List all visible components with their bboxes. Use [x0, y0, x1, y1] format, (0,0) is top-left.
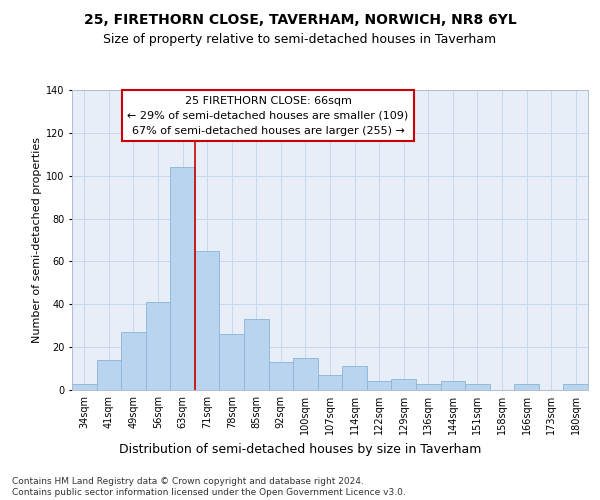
Bar: [563, 384, 588, 390]
Bar: [391, 380, 416, 390]
Text: 25 FIRETHORN CLOSE: 66sqm
← 29% of semi-detached houses are smaller (109)
67% of: 25 FIRETHORN CLOSE: 66sqm ← 29% of semi-…: [127, 96, 409, 136]
Bar: [514, 384, 539, 390]
Text: 25, FIRETHORN CLOSE, TAVERHAM, NORWICH, NR8 6YL: 25, FIRETHORN CLOSE, TAVERHAM, NORWICH, …: [83, 12, 517, 26]
Y-axis label: Number of semi-detached properties: Number of semi-detached properties: [32, 137, 41, 343]
Bar: [220, 334, 244, 390]
Bar: [293, 358, 318, 390]
Bar: [342, 366, 367, 390]
Bar: [318, 375, 342, 390]
Bar: [121, 332, 146, 390]
Text: Size of property relative to semi-detached houses in Taverham: Size of property relative to semi-detach…: [103, 32, 497, 46]
Text: Distribution of semi-detached houses by size in Taverham: Distribution of semi-detached houses by …: [119, 442, 481, 456]
Bar: [146, 302, 170, 390]
Bar: [244, 320, 269, 390]
Bar: [97, 360, 121, 390]
Bar: [72, 384, 97, 390]
Text: Contains HM Land Registry data © Crown copyright and database right 2024.
Contai: Contains HM Land Registry data © Crown c…: [12, 478, 406, 497]
Bar: [269, 362, 293, 390]
Bar: [416, 384, 440, 390]
Bar: [367, 382, 391, 390]
Bar: [440, 382, 465, 390]
Bar: [195, 250, 220, 390]
Bar: [170, 167, 195, 390]
Bar: [465, 384, 490, 390]
